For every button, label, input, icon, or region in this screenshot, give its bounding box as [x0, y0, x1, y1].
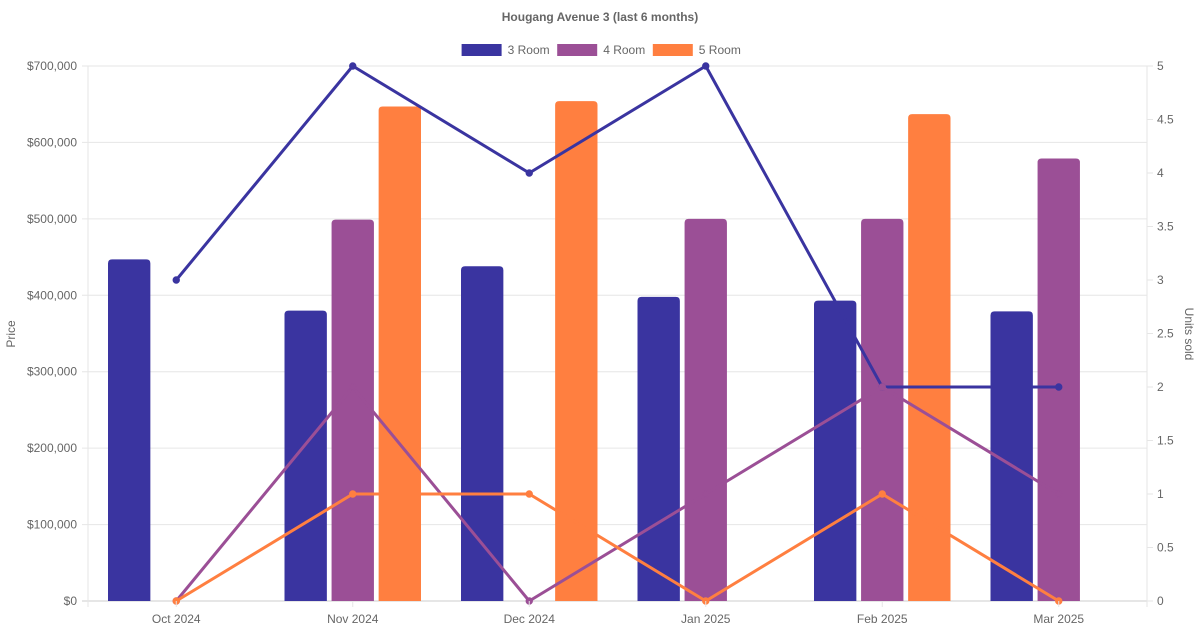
- y2-tick-label: 4: [1157, 166, 1164, 180]
- bar-4-room: [684, 218, 727, 601]
- bar-4-room: [861, 218, 904, 601]
- legend-item-3-room[interactable]: 3 Room: [461, 43, 550, 57]
- legend-item-5-room[interactable]: 5 Room: [652, 43, 741, 57]
- legend-swatch: [652, 44, 693, 56]
- line-5-room: [175, 492, 1060, 603]
- bar-3-room: [990, 311, 1033, 601]
- y2-axis-title: Units sold: [1182, 308, 1196, 361]
- y2-tick-label: 0.5: [1157, 541, 1174, 555]
- legend-label: 4 Room: [603, 43, 645, 57]
- y-axis-title: Price: [4, 320, 18, 348]
- y-tick-label: $300,000: [27, 365, 77, 379]
- y2-tick-label: 3.5: [1157, 220, 1174, 234]
- point-5-room: [525, 490, 533, 498]
- point-3-room: [525, 169, 533, 177]
- y2-tick-label: 5: [1157, 59, 1164, 73]
- bar-3-room: [461, 266, 504, 601]
- y-tick-label: $600,000: [27, 135, 77, 149]
- chart-title: Hougang Avenue 3 (last 6 months): [502, 10, 698, 24]
- legend-swatch: [557, 44, 598, 56]
- line-3-room: [175, 64, 1059, 389]
- bar-4-room: [1037, 158, 1080, 601]
- bar-4-room: [331, 219, 374, 601]
- x-tick-label: Jan 2025: [681, 612, 731, 626]
- bar-3-room: [108, 259, 151, 601]
- bar-5-room: [908, 114, 951, 602]
- y2-tick-label: 3: [1157, 273, 1164, 287]
- y-tick-label: $0: [64, 594, 78, 608]
- point-3-room: [172, 276, 180, 284]
- point-3-room: [1055, 383, 1063, 391]
- line-marks: [172, 62, 1063, 605]
- point-3-room: [349, 62, 357, 70]
- bar-5-room: [378, 106, 421, 601]
- y-tick-label: $700,000: [27, 59, 77, 73]
- y2-tick-label: 1: [1157, 487, 1164, 501]
- y-tick-label: $400,000: [27, 288, 77, 302]
- point-4-room: [878, 383, 886, 391]
- bar-marks: [108, 101, 1080, 602]
- y-tick-label: $200,000: [27, 441, 77, 455]
- y-tick-label: $100,000: [27, 518, 77, 532]
- y2-tick-label: 2: [1157, 380, 1164, 394]
- bar-3-room: [284, 310, 327, 601]
- point-5-room: [878, 490, 886, 498]
- y-tick-label: $500,000: [27, 212, 77, 226]
- bar-5-room: [555, 101, 598, 602]
- x-tick-label: Dec 2024: [504, 612, 556, 626]
- legend[interactable]: 3 Room 4 Room 5 Room: [461, 43, 741, 57]
- bar-3-room: [814, 300, 857, 601]
- gridlines: [82, 65, 1148, 607]
- point-5-room: [349, 490, 357, 498]
- x-tick-label: Oct 2024: [152, 612, 201, 626]
- bar-3-room: [637, 296, 680, 601]
- point-4-room: [349, 383, 357, 391]
- point-4-room: [1055, 490, 1063, 498]
- point-3-room: [702, 62, 710, 70]
- axes: $0 $100,000 $200,000 $300,000 $400,000 $500,0…: [27, 59, 1174, 626]
- legend-label: 5 Room: [699, 43, 741, 57]
- legend-item-4-room[interactable]: 4 Room: [557, 43, 645, 57]
- x-tick-label: Feb 2025: [857, 612, 908, 626]
- x-tick-label: Mar 2025: [1033, 612, 1084, 626]
- y2-tick-label: 4.5: [1157, 113, 1174, 127]
- point-4-room: [702, 490, 710, 498]
- x-tick-label: Nov 2024: [327, 612, 379, 626]
- y2-tick-label: 0: [1157, 594, 1164, 608]
- y2-tick-label: 2.5: [1157, 327, 1174, 341]
- legend-label: 3 Room: [508, 43, 550, 57]
- y2-tick-label: 1.5: [1157, 434, 1174, 448]
- legend-swatch: [461, 44, 502, 56]
